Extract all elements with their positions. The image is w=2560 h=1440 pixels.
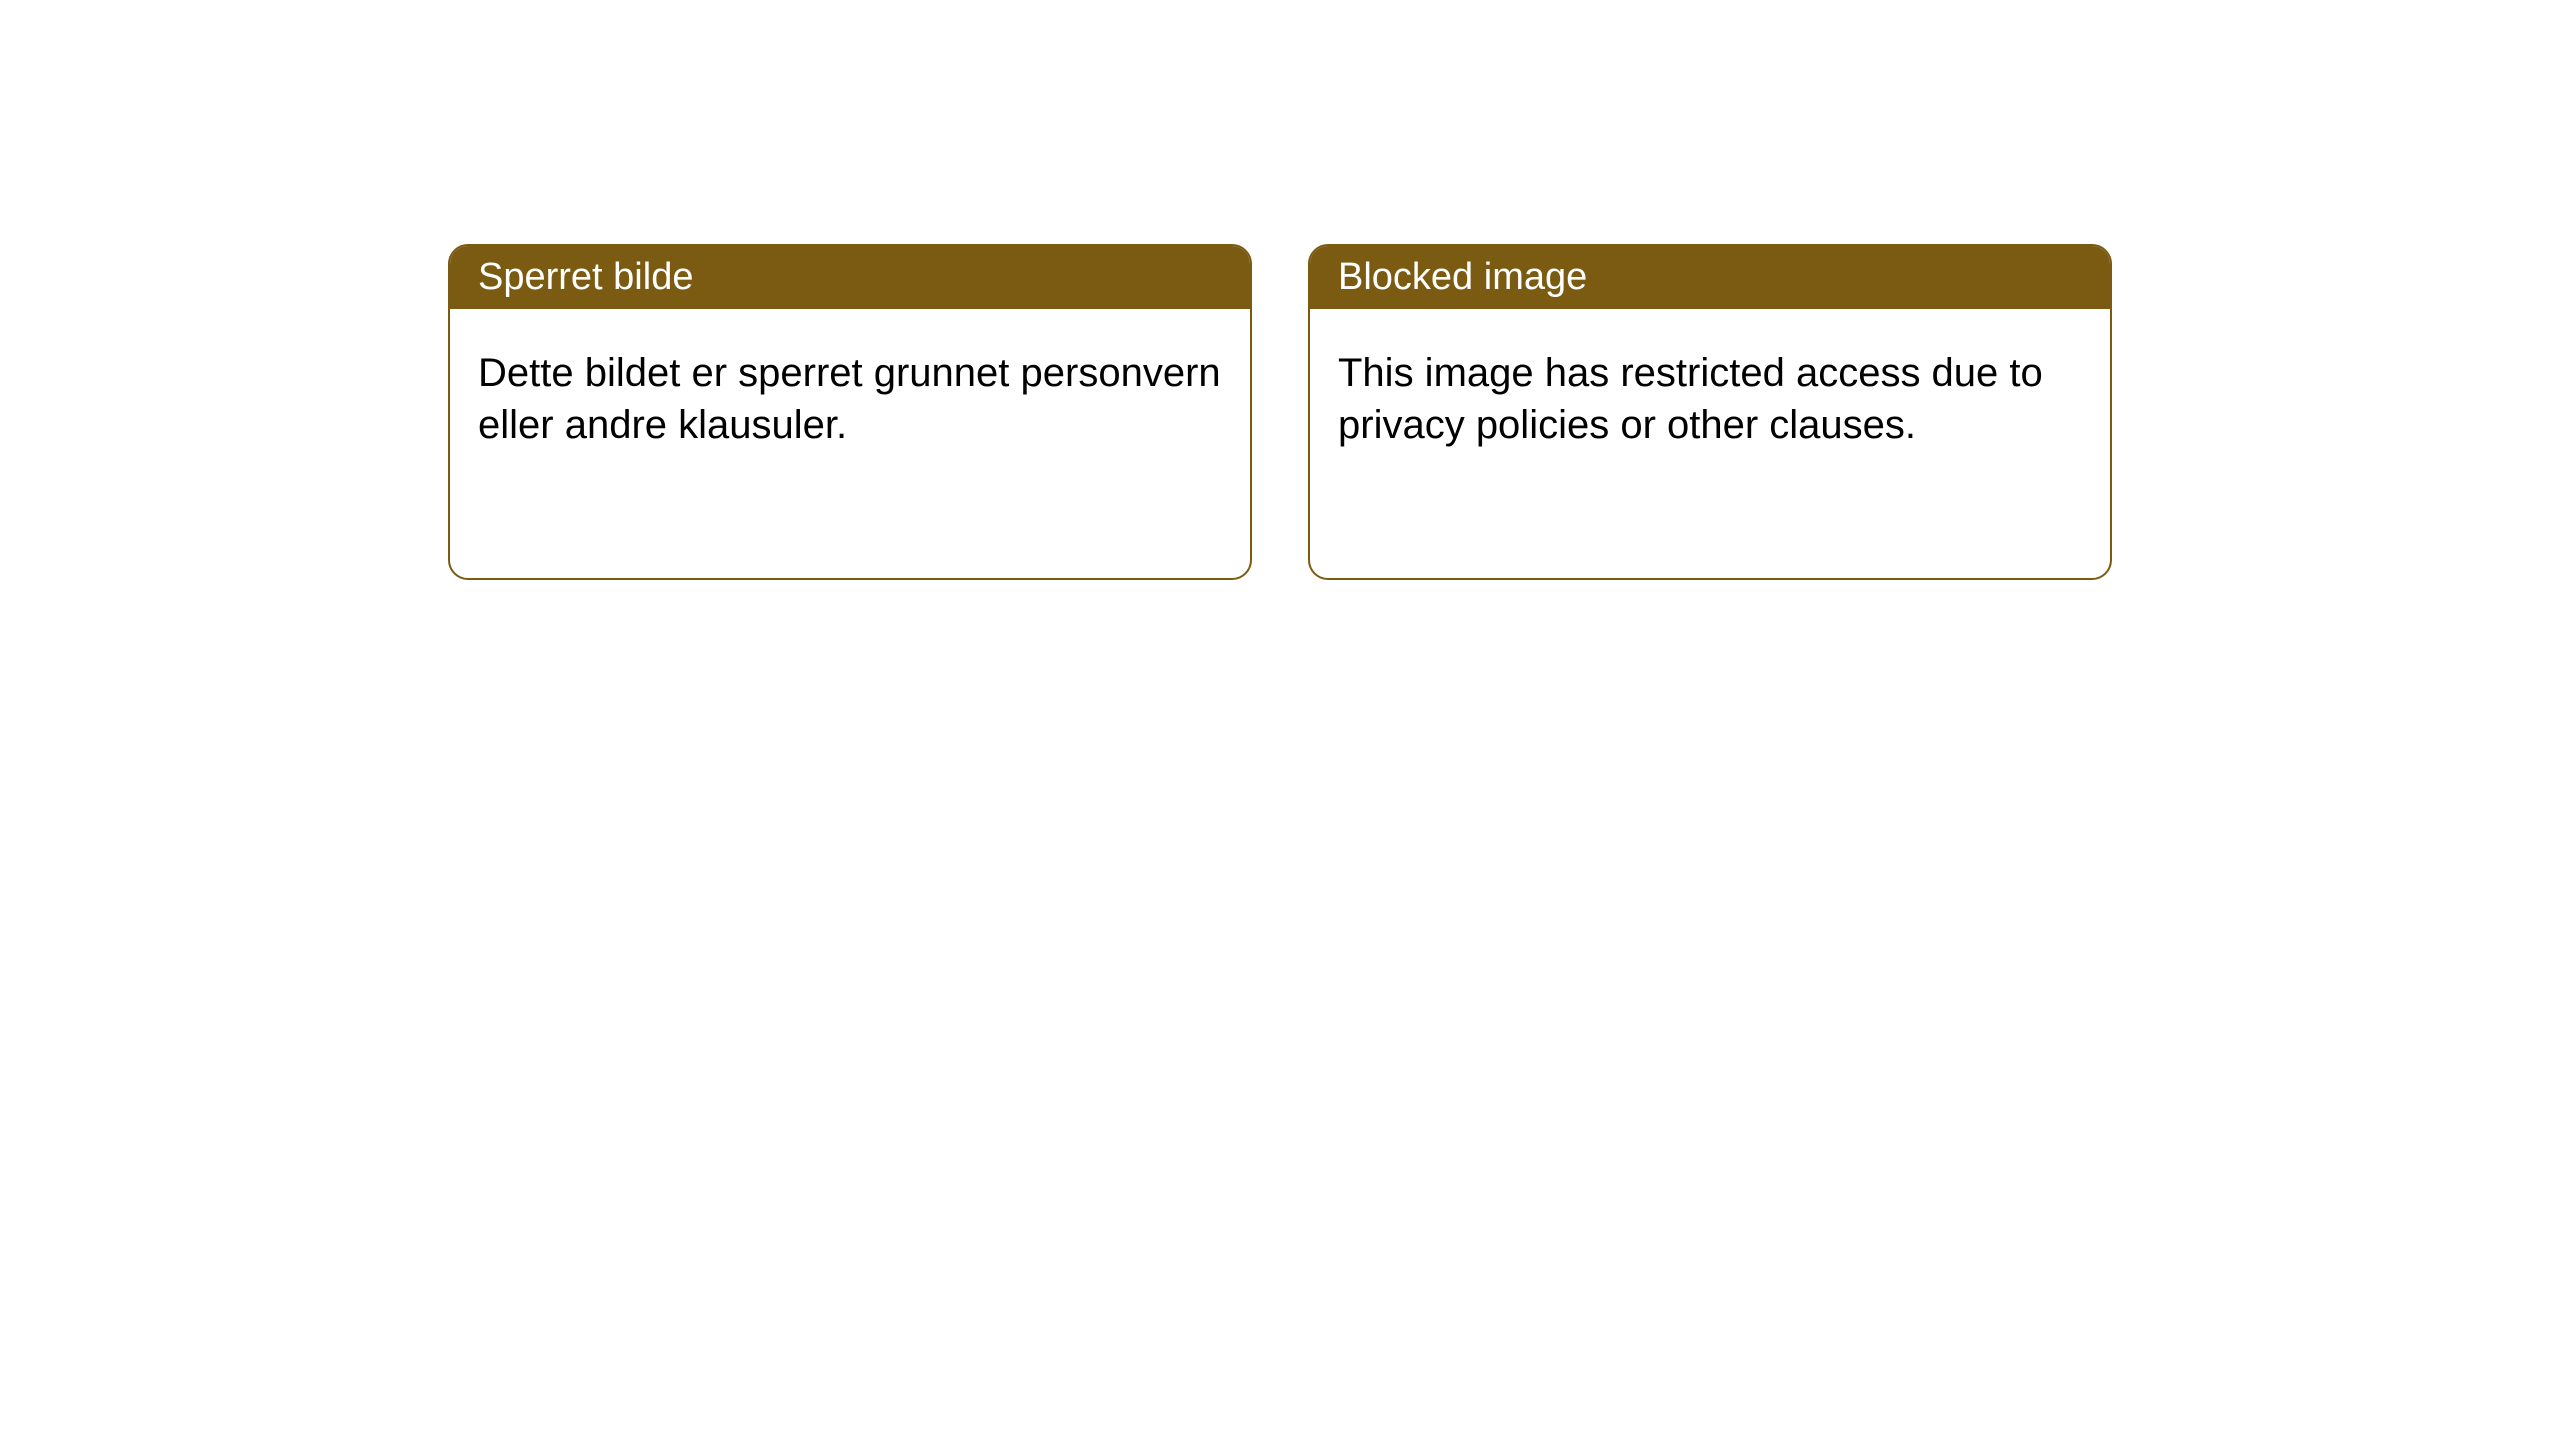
notice-card-english: Blocked image This image has restricted …	[1308, 244, 2112, 580]
notice-card-norwegian: Sperret bilde Dette bildet er sperret gr…	[448, 244, 1252, 580]
notice-card-body: This image has restricted access due to …	[1310, 309, 2110, 489]
notice-header-text: Blocked image	[1338, 256, 1587, 298]
notice-body-text: This image has restricted access due to …	[1338, 351, 2043, 447]
notice-cards-container: Sperret bilde Dette bildet er sperret gr…	[448, 244, 2112, 580]
notice-card-body: Dette bildet er sperret grunnet personve…	[450, 309, 1250, 489]
notice-card-header: Blocked image	[1310, 246, 2110, 309]
notice-body-text: Dette bildet er sperret grunnet personve…	[478, 351, 1221, 447]
notice-card-header: Sperret bilde	[450, 246, 1250, 309]
notice-header-text: Sperret bilde	[478, 256, 693, 298]
